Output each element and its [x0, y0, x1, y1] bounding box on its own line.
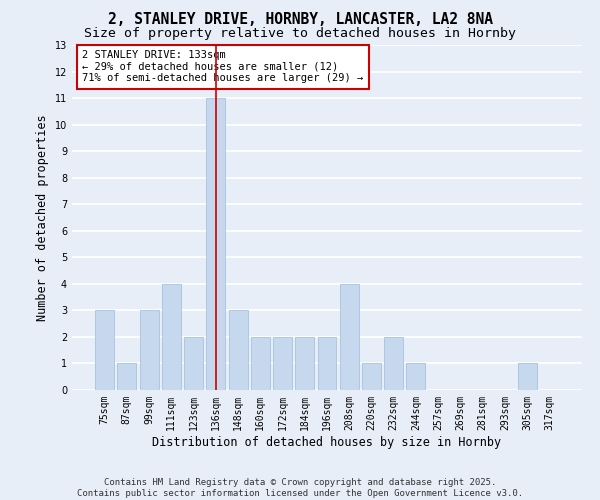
- Bar: [162, 284, 181, 390]
- Bar: [118, 364, 136, 390]
- Y-axis label: Number of detached properties: Number of detached properties: [36, 114, 49, 321]
- Bar: [362, 364, 381, 390]
- Bar: [184, 337, 203, 390]
- Bar: [229, 310, 248, 390]
- Bar: [295, 337, 314, 390]
- Text: 2, STANLEY DRIVE, HORNBY, LANCASTER, LA2 8NA: 2, STANLEY DRIVE, HORNBY, LANCASTER, LA2…: [107, 12, 493, 28]
- Bar: [384, 337, 403, 390]
- Text: 2 STANLEY DRIVE: 133sqm
← 29% of detached houses are smaller (12)
71% of semi-de: 2 STANLEY DRIVE: 133sqm ← 29% of detache…: [82, 50, 364, 84]
- X-axis label: Distribution of detached houses by size in Hornby: Distribution of detached houses by size …: [152, 436, 502, 448]
- Bar: [518, 364, 536, 390]
- Bar: [251, 337, 270, 390]
- Bar: [206, 98, 225, 390]
- Text: Contains HM Land Registry data © Crown copyright and database right 2025.
Contai: Contains HM Land Registry data © Crown c…: [77, 478, 523, 498]
- Bar: [95, 310, 114, 390]
- Bar: [317, 337, 337, 390]
- Bar: [273, 337, 292, 390]
- Bar: [406, 364, 425, 390]
- Bar: [140, 310, 158, 390]
- Text: Size of property relative to detached houses in Hornby: Size of property relative to detached ho…: [84, 28, 516, 40]
- Bar: [340, 284, 359, 390]
